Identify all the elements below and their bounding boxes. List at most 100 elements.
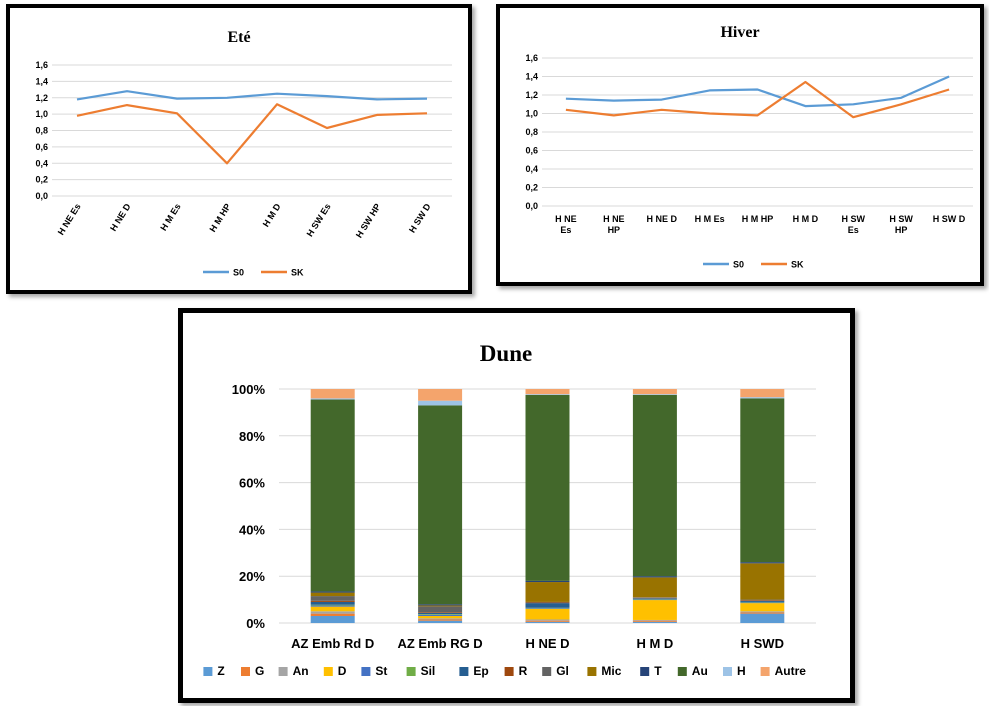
y-tick-label: 1,4	[35, 76, 48, 86]
bar-segment-autre	[310, 389, 355, 399]
x-tick-label: H M Es	[695, 214, 725, 224]
legend-label-sk: SK	[791, 260, 804, 270]
legend-swatch-ep	[459, 667, 469, 676]
x-tick-label-line: H NE	[603, 214, 625, 224]
y-tick-label: 20%	[239, 569, 265, 584]
series-line-sk	[76, 103, 428, 165]
x-tick-label: H M Es	[158, 202, 182, 233]
bar-segment-mic	[418, 605, 463, 607]
bar-segment-d	[418, 615, 463, 619]
x-tick-label: H M D	[261, 201, 283, 228]
legend-label-sil: Sil	[421, 664, 436, 678]
legend-label-t: T	[654, 664, 662, 678]
hiver-line-chart: Hiver 0,0 0,2 0,4 0,6 0,8 1,0 1,2 1,4 1,6 H NE Es H …	[496, 4, 984, 286]
x-tick-label-line: H SW	[842, 214, 866, 224]
y-tick-label: 1,0	[525, 109, 538, 119]
y-tick-label: 0,6	[525, 146, 538, 156]
y-tick-label: 0,0	[35, 191, 48, 201]
bar-segment-st	[525, 608, 570, 609]
legend-swatch-r	[504, 667, 514, 676]
y-tick-label: 0,0	[525, 201, 538, 211]
bar-segment-ep	[310, 601, 355, 605]
bar-segment-t	[418, 604, 463, 606]
bar-segment-st	[310, 605, 355, 607]
bar-segment-st	[632, 599, 677, 601]
legend-swatch-z	[203, 667, 213, 676]
y-tick-label: 1,4	[525, 72, 538, 82]
y-tick-label: 1,2	[35, 93, 48, 103]
bar-segment-autre	[632, 389, 677, 395]
bar-segment-mic	[525, 582, 570, 602]
bar-segment-an	[525, 619, 570, 621]
bar-segment-t	[740, 562, 785, 564]
x-tick-label: AZ Emb RG D	[397, 636, 482, 651]
bar-segment-ep	[632, 598, 677, 599]
legend-label-d: D	[338, 664, 347, 678]
bar-segment-r	[525, 602, 570, 604]
legend-label-autre: Autre	[775, 664, 807, 678]
x-tick-label: H NE Es	[555, 214, 577, 235]
bar-segment-sil	[310, 604, 355, 606]
dune-chart-svg: Dune 0% 20% 40% 60% 80% 100% AZ Emb Rd D AZ Emb …	[203, 341, 816, 678]
bar-segment-au	[418, 405, 463, 605]
legend-label-ep: Ep	[473, 664, 488, 678]
y-tick-label: 60%	[239, 476, 265, 491]
y-tick-label: 1,6	[35, 60, 48, 70]
y-tick-label: 0,2	[35, 175, 48, 185]
y-tick-label: 0%	[246, 616, 265, 631]
x-tick-label: H NE HP	[603, 214, 625, 235]
x-tick-label: H SW D	[407, 201, 433, 234]
bar-segment-autre	[525, 389, 570, 395]
legend-swatch-t	[640, 667, 650, 676]
ete-chart-svg: Eté 0,0 0,2 0,4 0,6 0,8 1,0 1,2 1,4 1,6 H NE Es H N…	[35, 29, 452, 278]
x-tick-label-line: H M Es	[695, 214, 725, 224]
bar-segment-st	[740, 602, 785, 604]
bar-segment-autre	[418, 389, 463, 401]
legend-swatch-autre	[760, 667, 770, 676]
x-tick-label-line: Es	[848, 225, 859, 235]
x-tick-label: H NE Es	[56, 202, 83, 237]
x-tick-label: H SW HP	[354, 202, 383, 240]
legend-swatch-h	[723, 667, 732, 676]
bar-segment-ep	[525, 603, 570, 608]
chart-title: Dune	[480, 341, 532, 366]
x-tick-label: AZ Emb Rd D	[291, 636, 374, 651]
bar-segment-an	[740, 611, 785, 613]
x-tick-label: H SW D	[933, 214, 966, 224]
chart-title: Hiver	[720, 24, 759, 41]
x-tick-label: H SWD	[741, 636, 784, 651]
legend-swatch-au	[677, 667, 687, 676]
x-tick-label-line: H SW D	[933, 214, 966, 224]
x-tick-label: H M D	[793, 214, 819, 224]
bar-segment-d	[525, 608, 570, 620]
bar-segment-ep	[418, 612, 463, 615]
bar-segment-h	[632, 394, 677, 395]
legend-label-s0: S0	[233, 268, 244, 278]
legend-swatch-st	[361, 667, 371, 676]
legend-label-s0: S0	[733, 260, 744, 270]
bar-segment-au	[632, 394, 677, 577]
x-tick-label: H M D	[636, 636, 673, 651]
chart-title: Eté	[227, 29, 250, 46]
y-tick-label: 1,6	[525, 53, 538, 63]
bar-segment-g	[525, 620, 570, 622]
x-tick-label-line: H NE	[555, 214, 577, 224]
y-tick-label: 0,2	[525, 183, 538, 193]
legend-label-st: St	[375, 664, 387, 678]
legend-label-h: H	[737, 664, 746, 678]
bar-segment-autre	[740, 389, 785, 398]
bar-segment-d	[632, 600, 677, 620]
bar-segment-ep	[740, 600, 785, 602]
bar-segment-mic	[310, 592, 355, 597]
bar-segment-h	[418, 400, 463, 406]
x-tick-label: H SW Es	[842, 214, 866, 235]
y-tick-label: 1,0	[35, 109, 48, 119]
bar-segment-r	[310, 600, 355, 602]
y-tick-label: 1,2	[525, 90, 538, 100]
bar-segment-an	[418, 618, 463, 620]
ete-line-chart: Eté 0,0 0,2 0,4 0,6 0,8 1,0 1,2 1,4 1,6 H NE Es H N…	[6, 4, 472, 294]
bar-segment-t	[632, 576, 677, 578]
legend-label-mic: Mic	[601, 664, 621, 678]
bar-segment-z	[310, 615, 355, 623]
